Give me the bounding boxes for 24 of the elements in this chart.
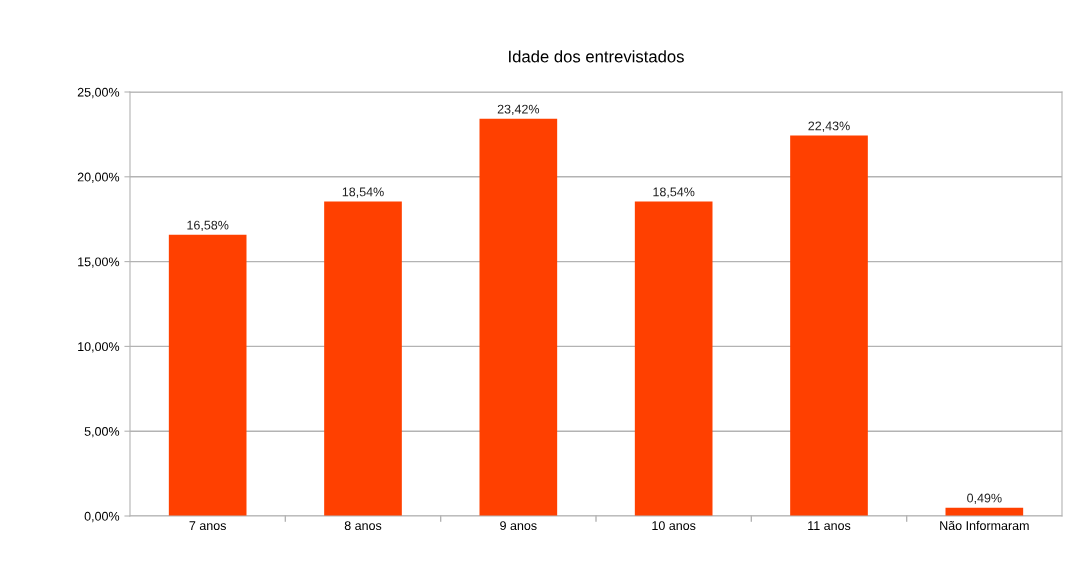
- x-tick-label: 8 anos: [344, 521, 382, 531]
- data-label: 18,54%: [653, 187, 695, 198]
- bar: [790, 135, 868, 516]
- y-tick-label: 10,00%: [78, 342, 120, 353]
- bar: [324, 201, 402, 516]
- bar: [634, 201, 713, 516]
- y-tick-label: 25,00%: [77, 87, 120, 99]
- data-label: 22,43%: [808, 121, 850, 132]
- data-label: 23,42%: [497, 104, 540, 116]
- y-tick-label: 20,00%: [77, 172, 120, 183]
- bar: [479, 118, 558, 516]
- y-tick-label: 15,00%: [78, 257, 120, 268]
- data-label: 16,58%: [187, 220, 229, 232]
- y-tick-label: 0,00%: [84, 511, 120, 523]
- chart-title: Idade dos entrevistados: [509, 50, 684, 63]
- data-label: 18,54%: [342, 187, 384, 198]
- x-tick-label: Não Informaram: [940, 520, 1029, 531]
- y-tick-label: 5,00%: [84, 427, 120, 438]
- x-tick-label: 9 anos: [500, 521, 537, 531]
- x-tick-label: 10 anos: [652, 521, 696, 531]
- data-label: 0,49%: [967, 493, 1002, 504]
- x-tick-label: 7 anos: [189, 521, 226, 531]
- bar: [168, 234, 247, 516]
- x-tick-label: 11 anos: [808, 521, 851, 531]
